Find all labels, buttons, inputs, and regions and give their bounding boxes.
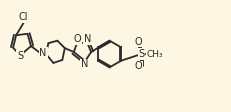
Text: N: N bbox=[84, 34, 91, 44]
Text: O: O bbox=[134, 61, 142, 71]
Text: Cl: Cl bbox=[19, 12, 28, 22]
Text: O: O bbox=[73, 34, 81, 44]
Text: O: O bbox=[134, 37, 142, 47]
Text: N: N bbox=[39, 48, 47, 58]
Text: S: S bbox=[17, 51, 23, 60]
Text: S: S bbox=[138, 49, 144, 59]
Text: CH₃: CH₃ bbox=[146, 50, 162, 59]
Text: N: N bbox=[81, 59, 88, 69]
